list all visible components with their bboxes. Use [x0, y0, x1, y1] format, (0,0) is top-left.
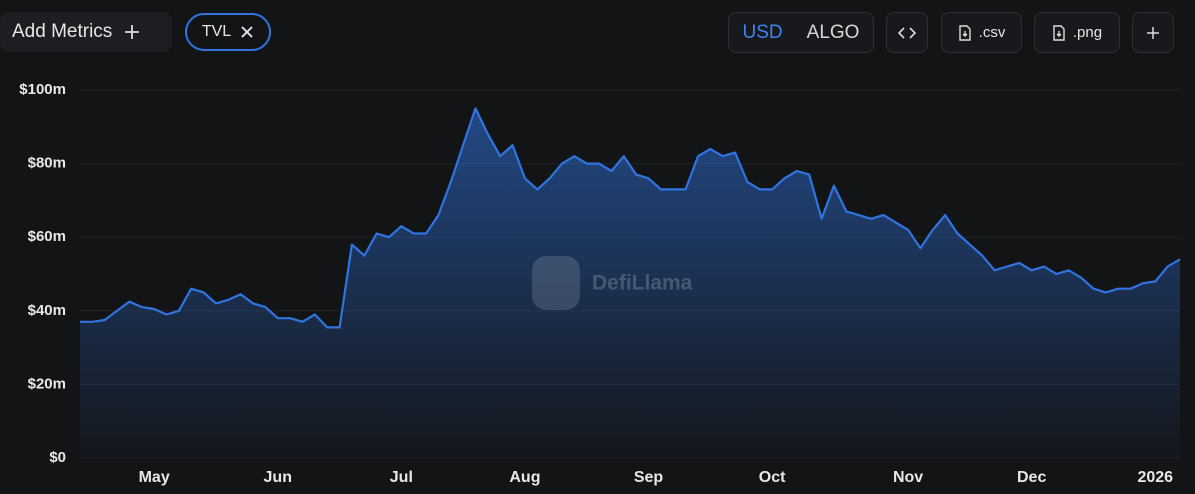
- x-tick-label: Dec: [1017, 469, 1046, 486]
- watermark-logo: [532, 256, 580, 310]
- x-tick-label: May: [139, 469, 170, 486]
- add-metrics-label: Add Metrics: [12, 21, 113, 42]
- file-icon: [958, 24, 971, 41]
- metric-label: TVL: [201, 23, 232, 40]
- tvl-line: [80, 107, 1181, 329]
- x-tick-label: 2026: [1137, 469, 1173, 486]
- add-chart-button[interactable]: [1132, 12, 1174, 53]
- area-fill: [80, 108, 1180, 459]
- embed-button[interactable]: [886, 12, 928, 53]
- csv-label: .csv: [978, 24, 1006, 41]
- plus-icon: [125, 25, 140, 39]
- metric-chip[interactable]: TVL: [185, 13, 271, 51]
- add-metrics-button[interactable]: Add Metrics: [0, 12, 172, 52]
- file-icon: [1053, 24, 1065, 41]
- x-tick-label: Nov: [893, 469, 923, 486]
- csv-button[interactable]: .csv: [941, 12, 1022, 53]
- y-tick-label: $0: [49, 449, 66, 466]
- currency-usd[interactable]: USD: [742, 21, 783, 43]
- watermark-text: DefiLlama: [592, 272, 693, 295]
- png-label: .png: [1072, 24, 1103, 41]
- y-tick-label: $60m: [28, 228, 66, 245]
- png-button[interactable]: .png: [1034, 12, 1120, 53]
- code-icon: [898, 26, 916, 39]
- y-tick-label: $100m: [19, 81, 66, 98]
- x-tick-label: Oct: [759, 469, 786, 486]
- y-tick-label: $20m: [28, 375, 66, 392]
- close-icon[interactable]: [240, 25, 254, 39]
- currency-algo[interactable]: ALGO: [806, 21, 860, 43]
- currency-toggle: USD ALGO: [728, 12, 874, 53]
- x-tick-label: Sep: [634, 469, 664, 486]
- watermark: DefiLlama: [532, 256, 693, 310]
- y-tick-label: $80m: [28, 155, 66, 172]
- x-tick-label: Jun: [264, 469, 292, 486]
- x-tick-label: Aug: [509, 469, 540, 486]
- x-tick-label: Jul: [390, 469, 413, 486]
- y-tick-label: $40m: [28, 302, 66, 319]
- plus-icon: [1147, 26, 1159, 39]
